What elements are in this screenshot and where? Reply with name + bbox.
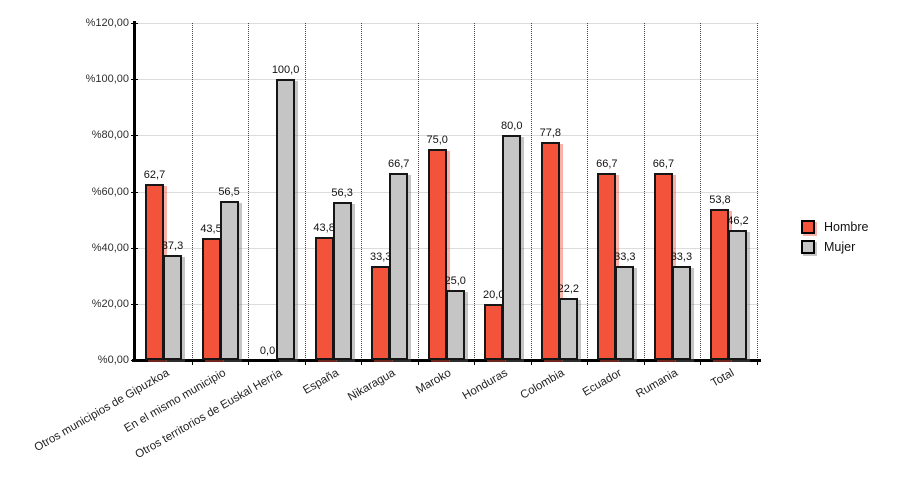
- bar-value-label: 25,0: [444, 274, 466, 287]
- x-category-label: En el mismo municipio: [121, 367, 228, 435]
- bar-mujer-3: [276, 79, 296, 360]
- legend-item-mujer: Mujer: [801, 240, 868, 254]
- v-gridline-dotted: [191, 23, 193, 360]
- bar-mujer-9: [615, 266, 635, 360]
- v-gridline-dotted: [304, 23, 306, 360]
- legend: Hombre Mujer: [801, 220, 868, 260]
- legend-label-hombre: Hombre: [824, 220, 869, 234]
- x-axis-tick: [361, 361, 363, 365]
- bar-value-label: 37,3: [161, 240, 184, 253]
- v-gridline-dotted: [587, 23, 589, 360]
- y-tick-label: %100,00: [85, 73, 129, 86]
- legend-item-hombre: Hombre: [801, 220, 868, 234]
- x-axis-line: [132, 359, 761, 362]
- bar-value-label: 66,7: [387, 157, 410, 170]
- bar-hombre-7: [484, 303, 504, 360]
- bar-mujer-1: [163, 255, 182, 360]
- bar-value-label: 75,0: [426, 134, 448, 147]
- bar-hombre-1: [145, 183, 164, 360]
- legend-swatch-mujer: [801, 240, 815, 254]
- bar-mujer-5: [389, 172, 409, 360]
- bar-value-label: 66,7: [596, 157, 618, 170]
- bar-value-label: 43,5: [200, 222, 222, 235]
- bar-mujer-7: [502, 135, 522, 360]
- h-gridline: [135, 247, 759, 249]
- v-gridline-dotted: [474, 23, 476, 360]
- x-axis-tick: [304, 361, 306, 365]
- bar-hombre-8: [540, 141, 560, 360]
- bar-mujer-8: [558, 297, 578, 360]
- bar-hombre-4: [314, 236, 334, 360]
- y-tick-label: %60,00: [91, 185, 129, 198]
- h-gridline: [135, 79, 759, 81]
- bar-value-label: 33,3: [614, 251, 636, 264]
- bar-mujer-10: [671, 266, 691, 360]
- v-gridline-dotted: [248, 23, 250, 360]
- y-tick-label: %40,00: [91, 241, 129, 254]
- y-tick-label: %80,00: [91, 129, 129, 142]
- x-category-label: Maroko: [414, 367, 454, 397]
- x-category-label: Colombia: [518, 367, 567, 402]
- y-tick-label: %20,00: [91, 297, 129, 310]
- bar-value-label: 66,7: [652, 157, 675, 170]
- bar-value-label: 53,8: [709, 193, 731, 206]
- x-category-label: Nikaragua: [345, 367, 398, 404]
- x-category-label: Rumania: [634, 367, 680, 401]
- bar-value-label: 56,3: [331, 186, 353, 199]
- bar-value-label: 22,2: [557, 282, 580, 295]
- bar-mujer-11: [728, 230, 748, 360]
- bar-hombre-6: [427, 149, 447, 360]
- v-gridline-dotted: [530, 23, 532, 360]
- x-category-label: Honduras: [461, 367, 511, 403]
- x-category-label: España: [300, 367, 341, 397]
- bar-value-label: 80,0: [501, 120, 523, 133]
- x-axis-tick: [700, 361, 702, 365]
- bar-value-label: 33,3: [670, 251, 693, 264]
- v-gridline-dotted: [700, 23, 702, 360]
- v-gridline-dotted: [643, 23, 645, 360]
- legend-swatch-hombre: [801, 220, 815, 234]
- bar-value-label: 56,5: [218, 186, 240, 199]
- y-axis-line: [133, 21, 136, 362]
- x-axis-tick: [474, 361, 476, 365]
- bar-value-label: 77,8: [539, 126, 562, 139]
- bar-value-label: 20,0: [483, 288, 505, 301]
- v-gridline-dotted: [417, 23, 419, 360]
- x-axis-tick: [417, 361, 419, 365]
- h-gridline: [135, 191, 759, 193]
- bar-hombre-2: [201, 237, 221, 360]
- x-category-label: Ecuador: [580, 367, 624, 399]
- x-axis-tick: [643, 361, 645, 365]
- x-axis-tick: [530, 361, 532, 365]
- bar-value-label: 62,7: [143, 168, 166, 181]
- x-axis-tick: [757, 361, 758, 365]
- v-gridline-dotted: [361, 23, 363, 360]
- bar-hombre-5: [371, 266, 391, 360]
- x-axis-tick: [587, 361, 589, 365]
- x-axis-tick: [191, 361, 193, 365]
- bar-value-label: 43,8: [313, 221, 335, 234]
- bar-hombre-10: [653, 172, 673, 360]
- x-category-label: Total: [709, 367, 737, 390]
- bar-value-label: 100,0: [271, 64, 300, 77]
- bar-mujer-6: [445, 289, 465, 360]
- bar-value-label: 0,0: [259, 345, 276, 357]
- h-gridline: [135, 135, 759, 137]
- h-gridline: [135, 23, 759, 24]
- y-tick-label: %120,00: [85, 17, 129, 29]
- bar-mujer-4: [332, 201, 352, 360]
- bar-value-label: 46,2: [727, 215, 749, 228]
- bar-hombre-9: [597, 172, 617, 360]
- y-tick-label: %0,00: [97, 354, 129, 366]
- legend-label-mujer: Mujer: [824, 240, 856, 254]
- bar-hombre-11: [710, 208, 730, 360]
- x-axis-tick: [248, 361, 250, 365]
- v-gridline-dotted: [757, 23, 758, 360]
- bar-value-label: 33,3: [369, 251, 392, 264]
- bar-mujer-2: [219, 201, 239, 360]
